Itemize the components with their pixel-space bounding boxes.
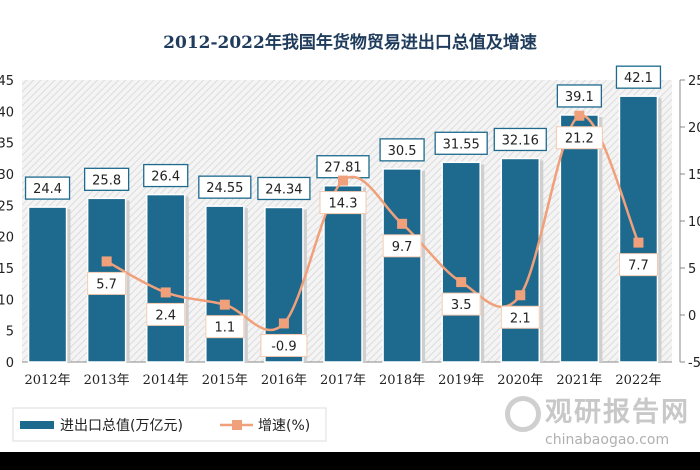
bar: [145, 193, 186, 363]
x-tick-label: 2020年: [497, 373, 543, 388]
bar-label-box: [434, 131, 488, 155]
bar-data-label: 30.5: [388, 144, 417, 159]
x-tick-label: 2016年: [261, 373, 307, 388]
line-label-box: [87, 271, 127, 295]
x-tick-label: 2015年: [202, 373, 248, 388]
legend: [12, 407, 327, 442]
right-tick-label: 5: [688, 262, 696, 277]
bar: [27, 206, 68, 363]
left-tick-label: 45: [0, 74, 14, 89]
growth-marker: [278, 318, 289, 329]
bar: [559, 114, 600, 363]
line-label-box: [319, 191, 367, 215]
right-tick-label: 10: [688, 215, 700, 230]
line-data-label: 3.5: [451, 298, 472, 313]
bar-data-label: 25.8: [92, 173, 121, 188]
bar-label-box: [24, 176, 71, 200]
growth-marker: [101, 256, 112, 267]
growth-marker: [338, 175, 348, 186]
line-data-label: 2.1: [510, 311, 531, 326]
line-data-label: 14.3: [329, 197, 358, 212]
x-tick-label: 2022年: [615, 373, 661, 388]
bar-data-label: 27.81: [324, 161, 361, 176]
line-data-label: 2.4: [155, 308, 176, 323]
line-label-box: [555, 126, 603, 150]
bar-label-box: [493, 127, 547, 152]
growth-marker: [574, 110, 585, 121]
bar: [323, 184, 363, 363]
watermark-logo-icon: [505, 396, 541, 432]
bar-data-label: 24.4: [33, 182, 62, 197]
left-tick-label: 5: [6, 325, 14, 340]
bar: [441, 161, 481, 363]
left-tick-label: 20: [0, 231, 14, 246]
x-tick-label: 2012年: [24, 373, 70, 388]
growth-marker: [515, 290, 526, 301]
line-label-box: [260, 333, 308, 357]
growth-marker: [160, 287, 171, 298]
right-tick-label: 25: [688, 74, 700, 89]
x-tick-label: 2013年: [84, 373, 130, 388]
growth-marker: [456, 277, 467, 288]
line-data-label: 9.7: [392, 240, 413, 255]
left-tick-label: 15: [0, 262, 14, 277]
bar-data-label: 24.55: [206, 181, 243, 196]
bar-label-box: [257, 176, 311, 201]
legend-bar-swatch: [20, 421, 54, 429]
bar-label-box: [379, 138, 425, 162]
x-tick-label: 2019年: [438, 373, 484, 388]
left-tick-label: 25: [0, 199, 14, 214]
left-tick-label: 30: [0, 168, 14, 183]
line-label-box: [146, 302, 186, 326]
x-tick-label: 2018年: [379, 373, 425, 388]
line-data-label: 5.7: [96, 277, 117, 292]
left-tick-label: 0: [6, 356, 14, 371]
watermark-text: 观研报告网: [545, 397, 690, 428]
legend-line-label: 增速(%): [258, 418, 310, 434]
left-tick-label: 35: [0, 137, 14, 152]
watermark-url: chinabaogao.com: [545, 432, 670, 448]
right-tick-label: 15: [688, 168, 700, 183]
left-tick-label: 40: [0, 105, 14, 120]
line-label-box: [441, 292, 481, 316]
bar-label-box: [83, 167, 130, 191]
legend-bar-label: 进出口总值(万亿元): [60, 418, 183, 434]
chart-title: 2012-2022年我国年货物贸易进出口总值及增速: [163, 33, 537, 53]
bar: [618, 95, 659, 363]
x-tick-label: 2014年: [143, 373, 189, 388]
line-data-label: 21.2: [565, 132, 594, 147]
line-data-label: 1.1: [214, 321, 235, 336]
x-tick-label: 2017年: [320, 373, 366, 388]
bar-label-box: [556, 84, 603, 108]
right-tick-label: -5: [688, 356, 700, 371]
legend-line-marker: [232, 420, 242, 430]
bar-data-label: 31.55: [443, 137, 480, 152]
bar-data-label: 26.4: [151, 170, 180, 185]
x-tick-label: 2021年: [556, 373, 602, 388]
growth-marker: [397, 218, 408, 229]
bar-data-label: 42.1: [624, 71, 653, 86]
line-data-label: -0.9: [271, 339, 296, 354]
line-label-box: [500, 305, 540, 329]
bar-label-box: [615, 65, 662, 89]
bar-data-label: 32.16: [502, 133, 539, 148]
right-tick-label: 20: [688, 121, 700, 136]
bar-data-label: 39.1: [565, 90, 594, 105]
growth-marker: [219, 299, 230, 310]
line-data-label: 7.7: [628, 259, 649, 274]
bottom-bar: [0, 452, 700, 470]
bar-label-box: [198, 175, 252, 199]
right-tick-label: 0: [688, 309, 696, 324]
growth-marker: [633, 237, 644, 248]
bar: [382, 168, 422, 363]
left-tick-label: 10: [0, 293, 14, 308]
line-label-box: [205, 315, 245, 339]
line-label-box: [382, 234, 422, 258]
bar-label-box: [143, 163, 189, 188]
bar-data-label: 24.34: [265, 182, 302, 197]
bar: [205, 205, 245, 363]
line-label-box: [618, 253, 658, 277]
